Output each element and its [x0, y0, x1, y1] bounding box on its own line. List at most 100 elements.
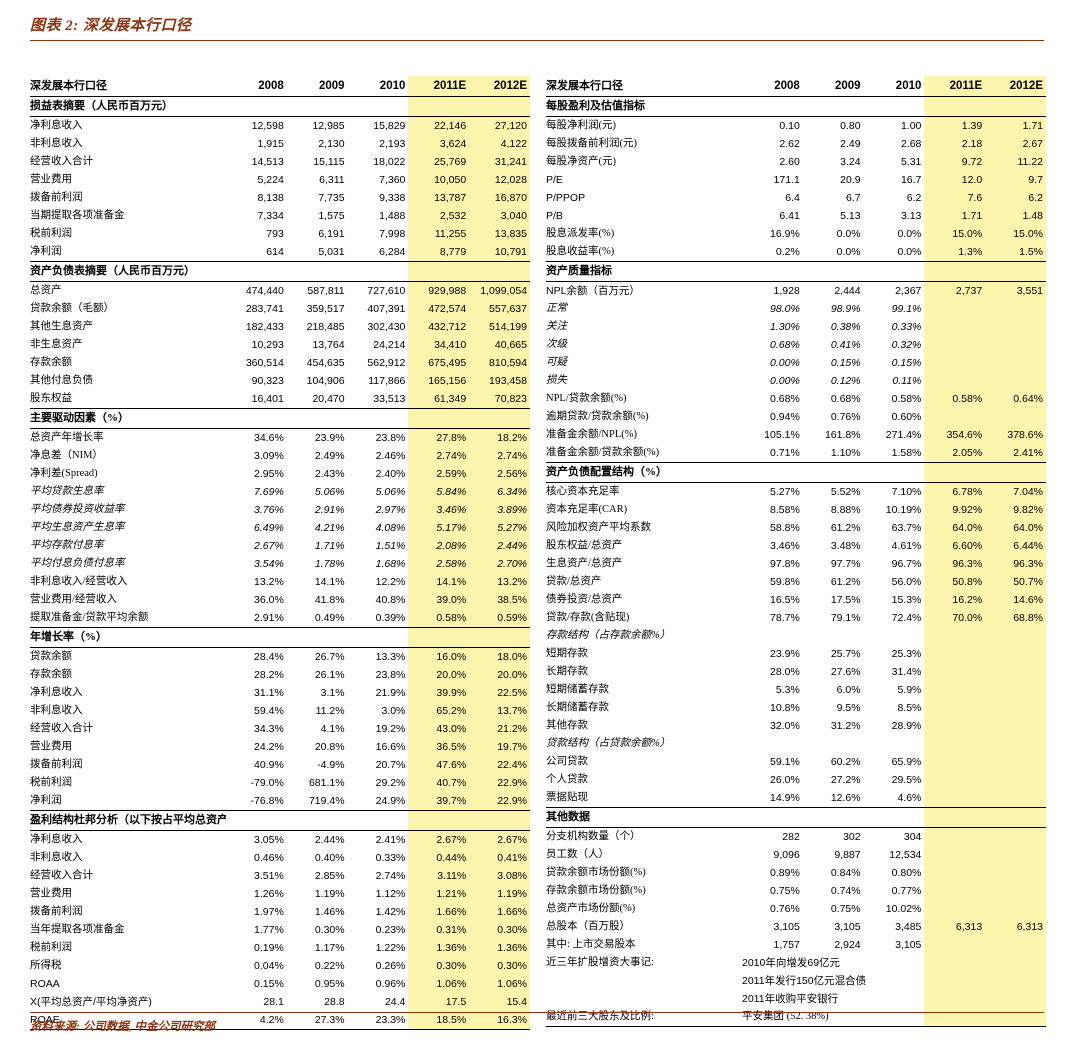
- table-row: 每股净资产(元) 2.60 3.24 5.31 9.72 11.22: [546, 153, 1046, 171]
- data-cell: [985, 318, 1046, 336]
- table-row: 其他存款 32.0% 31.2% 28.9%: [546, 717, 1046, 735]
- data-cell: 3.51%: [254, 870, 284, 882]
- row-label: 其他付息负债: [30, 375, 93, 386]
- data-cell: 24,214: [373, 339, 406, 351]
- data-cell: [803, 735, 864, 753]
- table-row: NPL/贷款余额(%) 0.68% 0.68% 0.58% 0.58% 0.64%: [546, 390, 1046, 408]
- data-cell: 282: [782, 831, 800, 843]
- section-spacer-cell: [408, 810, 470, 831]
- data-cell: 2.68: [900, 138, 922, 150]
- estimate-cell-empty: [985, 990, 1046, 1008]
- row-label: 提取准备金/贷款平均余额: [30, 609, 226, 628]
- data-cell: 6,191: [318, 228, 345, 240]
- data-cell: 5,031: [286, 243, 348, 262]
- data-cell: 0.60%: [891, 411, 922, 423]
- data-cell: 11.2%: [315, 705, 345, 717]
- data-cell: 1.68%: [375, 558, 406, 570]
- data-cell: 562,912: [367, 357, 406, 369]
- data-cell: 17.5%: [830, 594, 861, 606]
- data-cell: 2,737: [924, 281, 986, 300]
- row-label: 平均付息负债付息率: [30, 558, 125, 569]
- data-cell: 10.02%: [885, 903, 922, 915]
- row-label: 关注: [546, 321, 567, 332]
- data-cell: 0.59%: [469, 609, 530, 628]
- data-cell: 16.2%: [924, 591, 986, 609]
- data-cell: 19.7%: [469, 738, 530, 756]
- table-row: 次级 0.68% 0.41% 0.32%: [546, 336, 1046, 354]
- row-label: 每股净利润(元): [546, 120, 616, 131]
- data-cell: 4.6%: [863, 789, 925, 808]
- table-row: 净利息收入 3.05% 2.44% 2.41% 2.67% 2.67%: [30, 830, 530, 849]
- data-cell: 96.3%: [924, 555, 986, 573]
- table-row: 2011年收购平安银行: [546, 990, 1046, 1008]
- data-cell: 810,594: [469, 354, 530, 372]
- data-cell: 6.4: [785, 192, 800, 204]
- data-cell: 0.46%: [254, 852, 284, 864]
- data-cell: 0.26%: [375, 960, 406, 972]
- section-header-row: 资产负债配置结构（%）: [546, 462, 1046, 483]
- data-cell: 5.06%: [314, 486, 345, 498]
- data-cell: 171.1: [773, 174, 800, 186]
- table-row: 平均存款付息率 2.67% 1.71% 1.51% 2.08% 2.44%: [30, 537, 530, 555]
- row-label: [546, 972, 742, 990]
- table-row: 股息收益率(%) 0.2% 0.0% 0.0% 1.3% 1.5%: [546, 243, 1046, 262]
- data-cell: 0.76%: [770, 903, 800, 915]
- data-cell: 1.22%: [375, 942, 406, 954]
- data-cell: [924, 717, 986, 735]
- data-cell: 61.2%: [830, 522, 861, 534]
- table-row: 公司贷款 59.1% 60.2% 65.9%: [546, 753, 1046, 771]
- data-cell: 12,028: [469, 171, 530, 189]
- data-cell: 0.22%: [314, 960, 345, 972]
- column-header-2011E: 2011E: [924, 76, 986, 97]
- data-cell: 0.68%: [830, 393, 861, 405]
- data-cell: 16,401: [226, 390, 287, 409]
- data-cell: 25.7%: [830, 648, 861, 660]
- table-row: 贷款余额 28.4% 26.7% 13.3% 16.0% 18.0%: [30, 647, 530, 666]
- data-cell: 793: [266, 228, 284, 240]
- section-spacer-cell: [226, 261, 287, 282]
- data-cell: 36.0%: [254, 594, 284, 606]
- data-cell: 1.3%: [924, 243, 986, 262]
- data-cell: 59.1%: [770, 756, 800, 768]
- data-cell: 64.0%: [985, 519, 1046, 537]
- data-cell: 25,769: [408, 153, 470, 171]
- data-cell: 18.2%: [469, 428, 530, 447]
- data-cell: 72.4%: [891, 612, 922, 624]
- data-cell: 0.30%: [469, 921, 530, 939]
- data-cell: 0.80: [840, 120, 861, 132]
- data-cell: 11,255: [408, 225, 470, 243]
- data-cell: 10,050: [408, 171, 470, 189]
- table-row: 非生息资产 10,293 13,764 24,214 34,410 40,665: [30, 336, 530, 354]
- row-label: 每股拨备前利润(元): [546, 138, 637, 149]
- section-spacer-cell: [863, 807, 925, 828]
- data-cell: 98.9%: [830, 303, 861, 315]
- data-cell: 474,440: [245, 285, 284, 297]
- data-cell: 5.52%: [830, 486, 861, 498]
- table-row: P/E 171.1 20.9 16.7 12.0 9.7: [546, 171, 1046, 189]
- data-cell: 1.06%: [408, 975, 470, 993]
- table-row: 长期存款 28.0% 27.6% 31.4%: [546, 663, 1046, 681]
- data-cell: 27.2%: [830, 774, 861, 786]
- data-cell: 31.2%: [830, 720, 861, 732]
- data-cell: 3,551: [985, 281, 1046, 300]
- section-header-row: 资产负债表摘要（人民币百万元）: [30, 261, 530, 282]
- data-cell: [985, 864, 1046, 882]
- data-cell: 15,829: [373, 120, 406, 132]
- data-cell: 23.3%: [347, 1011, 409, 1030]
- row-label: 其中: 上市交易股本: [546, 939, 636, 950]
- table-row: 当年提取各项准备金 1.77% 0.30% 0.23% 0.31% 0.30%: [30, 921, 530, 939]
- section-header-row: 其他数据: [546, 807, 1046, 828]
- section-spacer-cell: [286, 627, 348, 648]
- data-cell: [924, 372, 986, 390]
- data-cell: 727,610: [367, 285, 406, 297]
- data-cell: 1.12%: [375, 888, 406, 900]
- data-cell: 6,311: [319, 174, 345, 186]
- data-cell: 2.40%: [375, 468, 406, 480]
- data-cell: [985, 771, 1046, 789]
- data-cell: 3,485: [895, 921, 922, 933]
- data-cell: 32.0%: [770, 720, 800, 732]
- row-label: 贷款/总资产: [546, 576, 602, 587]
- data-cell: 0.00%: [770, 357, 800, 369]
- row-label: 经营收入合计: [30, 156, 93, 167]
- table-row: NPL余额（百万元） 1,928 2,444 2,367 2,737 3,551: [546, 281, 1046, 300]
